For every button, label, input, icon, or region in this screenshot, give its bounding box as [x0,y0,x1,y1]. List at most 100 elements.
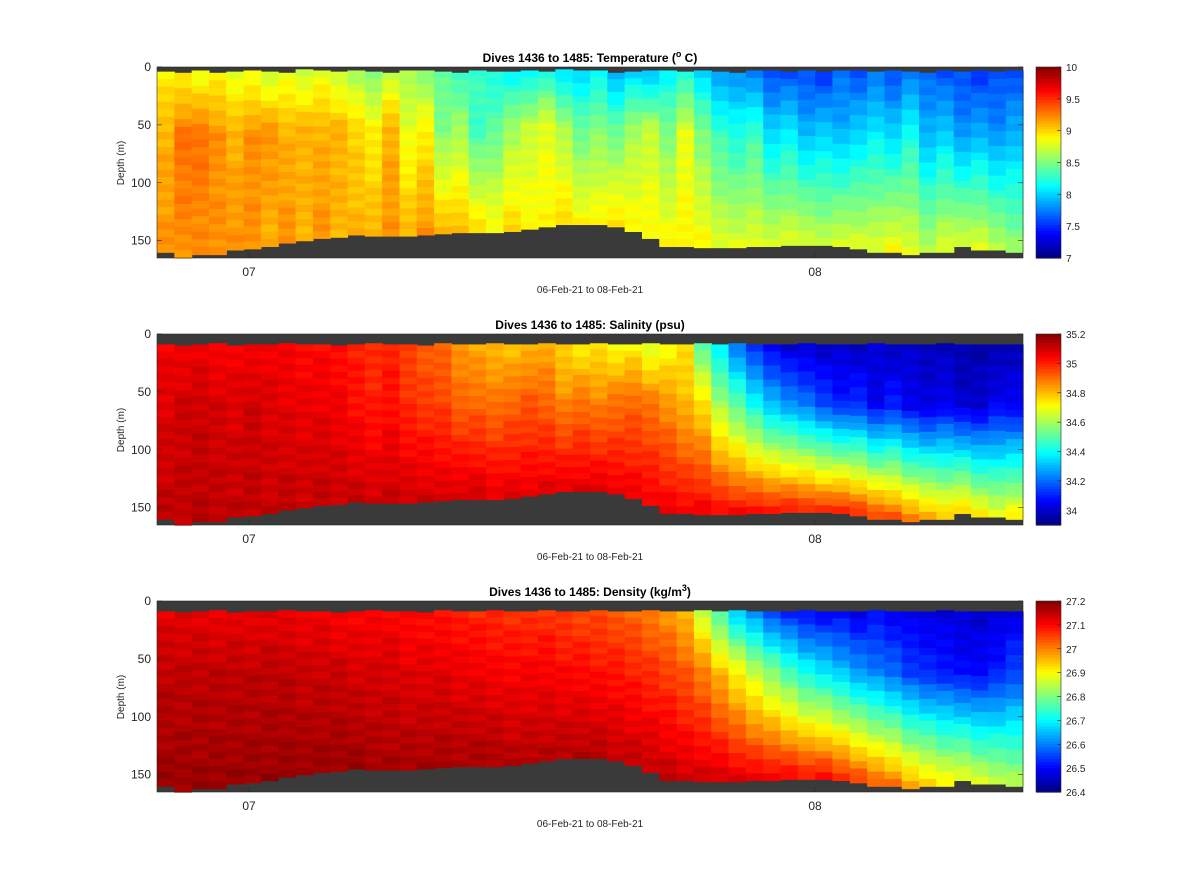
density-cell [728,617,747,626]
salinity-cell [988,488,1007,496]
salinity-cell [971,365,989,374]
salinity-cell [849,430,868,438]
salinity-cell [434,421,453,430]
temperature-cell [520,77,539,85]
salinity-cell [208,365,227,374]
temperature-cell [745,217,764,226]
salinity-cell [382,370,401,379]
temperature-cell [832,217,851,226]
temperature-cell [711,122,730,131]
density-cell [503,656,522,664]
density-profile-column [763,611,782,782]
salinity-cell [451,467,470,475]
salinity-cell [832,414,851,423]
density-cell [260,611,279,620]
salinity-cell [226,474,245,482]
temperature-cell [451,119,470,127]
salinity-cell [849,458,868,467]
temperature-cell [693,129,712,138]
density-cell [641,637,660,645]
salinity-cell [936,357,955,366]
temperature-cell [936,78,955,87]
salinity-cell [468,447,487,455]
temperature-cell [243,115,262,124]
temperature-cell [971,100,989,109]
temperature-cell [832,114,851,123]
temperature-cell [555,192,574,200]
density-cell [157,771,175,780]
temperature-cell [693,240,712,249]
salinity-profile-column [364,343,383,504]
temperature-cell [191,177,210,187]
temperature-cell [832,180,851,189]
density-cell [659,660,678,669]
density-cell [676,695,695,704]
temperature-cell [936,168,955,178]
temperature-cell [399,201,418,210]
salinity-cell [936,475,955,484]
salinity-cell [919,358,937,367]
density-cell [676,646,695,655]
density-cell [936,771,955,780]
temperature-cell [901,124,920,134]
density-cell [330,632,349,640]
temperature-cell [278,122,297,131]
density-cell [174,612,193,621]
salinity-cell [226,459,245,468]
temperature-cell [988,212,1007,221]
temperature-cell [953,239,972,248]
density-y-tick-label: 0 [144,594,151,608]
temperature-cell [901,79,920,88]
density-cell [330,691,349,700]
salinity-cell [295,412,314,420]
density-cell [711,668,730,676]
density-cell [1005,713,1024,722]
temperature-cell [278,200,297,209]
salinity-cell [382,423,401,431]
density-cell [641,765,660,773]
salinity-cell [832,351,851,360]
temperature-colorbar-segment [1036,96,1061,101]
temperature-cell [191,124,210,133]
salinity-colorbar-tick-label: 34.2 [1066,477,1086,488]
density-cell [624,649,643,657]
density-cell [780,632,799,640]
density-cell [815,625,834,633]
density-cell [607,692,626,700]
temperature-cell [157,154,175,163]
density-cell [278,756,297,764]
temperature-cell [832,121,851,130]
density-cell [867,705,886,714]
salinity-cell [191,359,210,368]
salinity-cell [607,468,626,476]
density-cell [624,726,643,734]
salinity-cell [590,374,608,381]
density-cell [538,698,556,705]
salinity-cell [538,418,556,426]
density-cell [347,755,366,763]
density-cell [953,738,972,746]
salinity-cell [919,475,937,484]
density-cell [260,759,279,767]
temperature-cell [641,189,660,197]
density-cell [953,773,972,782]
salinity-cell [208,469,227,478]
salinity-cell [832,358,851,367]
temperature-cell [538,110,556,118]
density-cell [191,781,210,790]
salinity-cell [364,369,383,378]
salinity-cell [538,468,556,476]
temperature-cell [468,158,487,166]
salinity-profile-column [815,344,834,513]
salinity-cell [278,391,297,400]
density-cell [659,625,678,634]
temperature-cell [867,124,886,133]
temperature-cell [641,98,660,107]
salinity-cell [191,499,210,508]
temperature-cell [434,159,453,167]
density-cell [676,667,695,676]
salinity-cell [884,497,903,506]
density-cell [867,610,886,619]
temperature-cell [953,231,972,240]
density-cell [538,610,556,618]
